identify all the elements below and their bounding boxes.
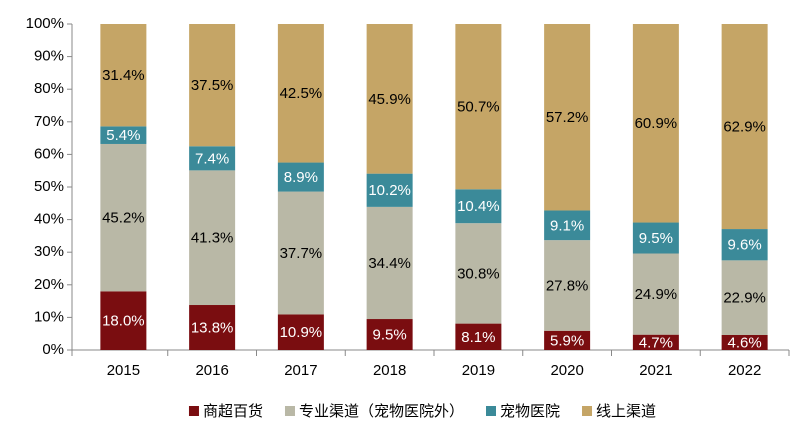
data-label: 4.7% bbox=[639, 334, 673, 351]
y-tick-label: 70% bbox=[34, 113, 64, 130]
bar-segment bbox=[277, 162, 324, 192]
data-label: 42.5% bbox=[280, 85, 323, 102]
data-label: 60.9% bbox=[635, 115, 678, 132]
data-label: 22.9% bbox=[723, 290, 766, 307]
bar-segment bbox=[100, 143, 147, 292]
y-tick-label: 100% bbox=[26, 15, 64, 32]
bar-segment bbox=[100, 291, 147, 350]
bar-segment bbox=[721, 229, 768, 261]
data-label: 34.4% bbox=[368, 255, 411, 272]
bar-segment bbox=[455, 24, 502, 190]
bar-segment bbox=[277, 24, 324, 163]
legend-swatch bbox=[582, 406, 593, 416]
data-label: 10.9% bbox=[280, 324, 323, 341]
bar-segment bbox=[544, 330, 591, 350]
legend-label: 线上渠道 bbox=[596, 403, 656, 420]
x-tick-label: 2020 bbox=[550, 362, 583, 379]
y-tick-label: 80% bbox=[34, 80, 64, 97]
bar-segment bbox=[189, 146, 236, 171]
data-label: 8.1% bbox=[461, 329, 495, 346]
bar-segment bbox=[455, 323, 502, 350]
data-label: 5.9% bbox=[550, 332, 584, 349]
data-label: 5.4% bbox=[106, 127, 140, 144]
bar-segment bbox=[277, 314, 324, 350]
data-label: 10.4% bbox=[457, 198, 500, 215]
data-label: 41.3% bbox=[191, 230, 234, 247]
bar-segment bbox=[100, 24, 147, 127]
bar-segment bbox=[366, 173, 413, 207]
bar-segment bbox=[366, 319, 413, 350]
data-label: 45.9% bbox=[368, 91, 411, 108]
data-label: 13.8% bbox=[191, 319, 234, 336]
data-label: 45.2% bbox=[102, 210, 145, 227]
data-label: 9.6% bbox=[728, 237, 762, 254]
x-tick-label: 2015 bbox=[107, 362, 140, 379]
legend-swatch bbox=[188, 406, 199, 416]
data-label: 37.7% bbox=[280, 245, 323, 262]
data-label: 50.7% bbox=[457, 99, 500, 116]
y-tick-label: 30% bbox=[34, 243, 64, 260]
bar-segment bbox=[632, 222, 679, 254]
data-label: 8.9% bbox=[284, 169, 318, 186]
bar-segment bbox=[189, 305, 236, 350]
data-label: 10.2% bbox=[368, 182, 411, 199]
bar-segment bbox=[632, 334, 679, 350]
x-tick-label: 2017 bbox=[284, 362, 317, 379]
bar-segment bbox=[189, 24, 236, 147]
y-tick-label: 90% bbox=[34, 48, 64, 65]
y-tick-label: 10% bbox=[34, 308, 64, 325]
bar-segment bbox=[632, 24, 679, 223]
data-label: 9.1% bbox=[550, 217, 584, 234]
bar-segment bbox=[189, 170, 236, 306]
bar-segment bbox=[455, 189, 502, 224]
data-label: 31.4% bbox=[102, 67, 145, 84]
data-label: 37.5% bbox=[191, 77, 234, 94]
y-tick-label: 50% bbox=[34, 178, 64, 195]
legend-label: 专业渠道（宠物医院外） bbox=[299, 402, 464, 420]
y-tick-label: 0% bbox=[42, 341, 64, 358]
data-label: 62.9% bbox=[723, 118, 766, 135]
data-label: 57.2% bbox=[546, 109, 589, 126]
y-tick-label: 20% bbox=[34, 276, 64, 293]
legend-label: 商超百货 bbox=[203, 403, 263, 420]
x-tick-label: 2019 bbox=[462, 362, 495, 379]
bar-segment bbox=[455, 223, 502, 324]
data-label: 27.8% bbox=[546, 277, 589, 294]
data-label: 24.9% bbox=[635, 286, 678, 303]
bar-segment bbox=[721, 335, 768, 350]
y-tick-label: 60% bbox=[34, 145, 64, 162]
y-tick-label: 40% bbox=[34, 211, 64, 228]
bar-segment bbox=[721, 260, 768, 336]
x-tick-label: 2018 bbox=[373, 362, 406, 379]
bar-segment bbox=[632, 253, 679, 335]
x-tick-label: 2022 bbox=[728, 362, 761, 379]
data-label: 9.5% bbox=[639, 230, 673, 247]
bar-segment bbox=[277, 191, 324, 315]
data-label: 9.5% bbox=[373, 326, 407, 343]
data-label: 4.6% bbox=[728, 334, 762, 351]
x-tick-label: 2021 bbox=[639, 362, 672, 379]
data-label: 7.4% bbox=[195, 150, 229, 167]
bar-segment bbox=[366, 206, 413, 320]
bar-segment bbox=[366, 24, 413, 174]
data-label: 18.0% bbox=[102, 313, 145, 330]
bar-segment bbox=[544, 210, 591, 241]
bar-segment bbox=[544, 240, 591, 331]
legend-label: 宠物医院 bbox=[500, 402, 560, 420]
legend-swatch bbox=[486, 406, 496, 416]
bar-segment bbox=[100, 126, 147, 144]
x-tick-label: 2016 bbox=[195, 362, 228, 379]
legend-swatch bbox=[284, 406, 295, 416]
data-label: 30.8% bbox=[457, 265, 500, 282]
bar-segment bbox=[721, 24, 768, 230]
bar-segment bbox=[544, 24, 591, 211]
